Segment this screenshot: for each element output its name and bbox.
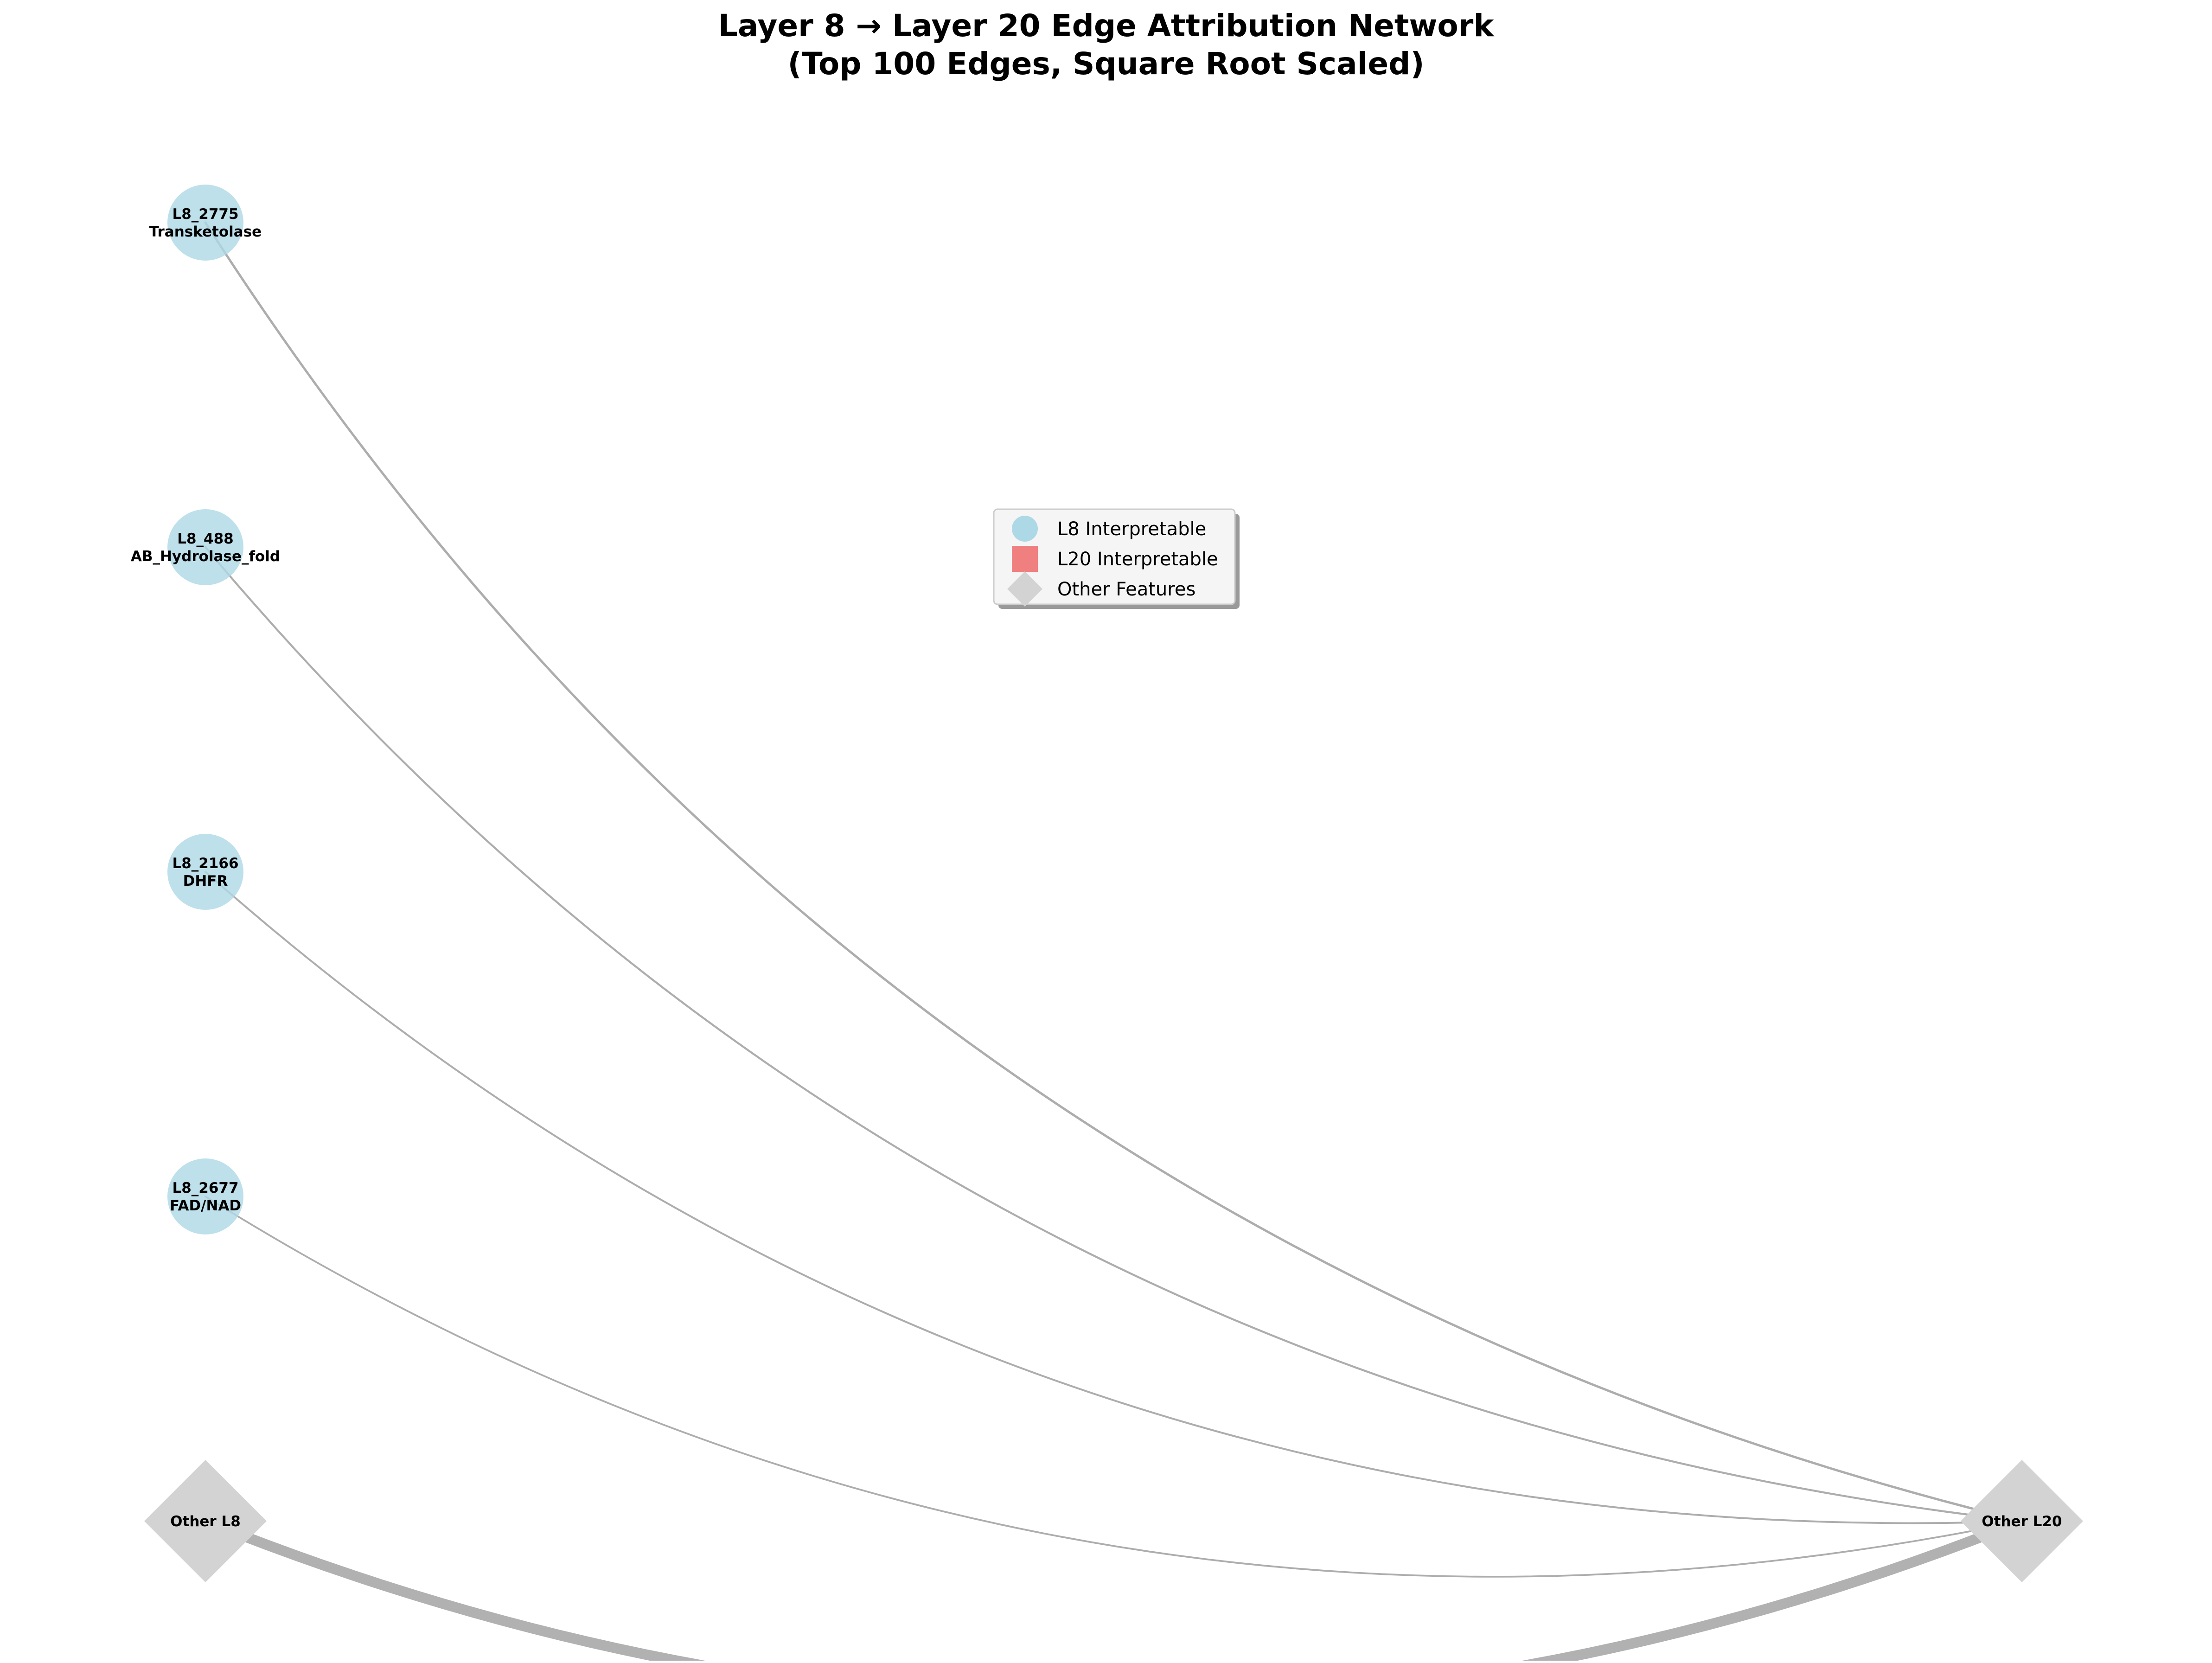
node-description-label: Transketolase (149, 224, 262, 240)
node-circle (167, 185, 243, 261)
node-circle (167, 1158, 243, 1234)
legend-label: Other Features (1057, 579, 1196, 600)
diagram-title-line-2: (Top 100 Edges, Square Root Scaled) (787, 46, 1424, 82)
node-diamond (144, 1460, 267, 1582)
edge-l8-2775-to-other-l20 (204, 221, 2023, 1522)
edges-layer (200, 221, 2027, 1663)
legend-label: L20 Interpretable (1057, 549, 1218, 570)
edge-l8-488-to-other-l20 (204, 546, 2023, 1522)
legend-item-other-features: Other Features (1007, 571, 1196, 607)
legend: L8 Interpretable L20 Interpretable Other F… (993, 508, 1240, 609)
node-other-l8: Other L8 (144, 1460, 267, 1582)
legend-box (993, 508, 1236, 605)
node-diamond (1961, 1460, 2083, 1582)
diagram-title-line-1: Layer 8 → Layer 20 Edge Attribution Netw… (718, 8, 1495, 44)
legend-items: L8 Interpretable L20 Interpretable Other F… (1007, 516, 1218, 607)
edge-l8-2677-to-other-l20 (205, 1196, 2023, 1578)
node-name-label: L8_2677 (172, 1180, 238, 1196)
legend-label: L8 Interpretable (1057, 518, 1206, 540)
node-name-label: L8_488 (177, 531, 234, 547)
node-name-label: L8_2166 (172, 855, 238, 872)
node-description-label: DHFR (183, 873, 228, 889)
legend-marker-diamond (1007, 571, 1042, 607)
node-circle (167, 834, 243, 910)
edge-other-l8-to-other-l20 (200, 1516, 2027, 1663)
legend-marker-circle (1012, 516, 1038, 542)
node-name-label: Other L8 (170, 1513, 241, 1530)
node-circle (167, 509, 243, 585)
node-other-l20: Other L20 (1961, 1460, 2083, 1582)
legend-marker-square (1012, 546, 1038, 572)
node-name-label: L8_2775 (172, 206, 238, 223)
node-description-label: FAD/NAD (170, 1197, 241, 1214)
legend-item-l20-interpretable: L20 Interpretable (1012, 546, 1218, 572)
legend-item-l8-interpretable: L8 Interpretable (1012, 516, 1206, 542)
node-description-label: AB_Hydrolase_fold (131, 548, 280, 565)
edge-l8-2166-to-other-l20 (205, 871, 2023, 1524)
node-name-label: Other L20 (1982, 1513, 2062, 1530)
